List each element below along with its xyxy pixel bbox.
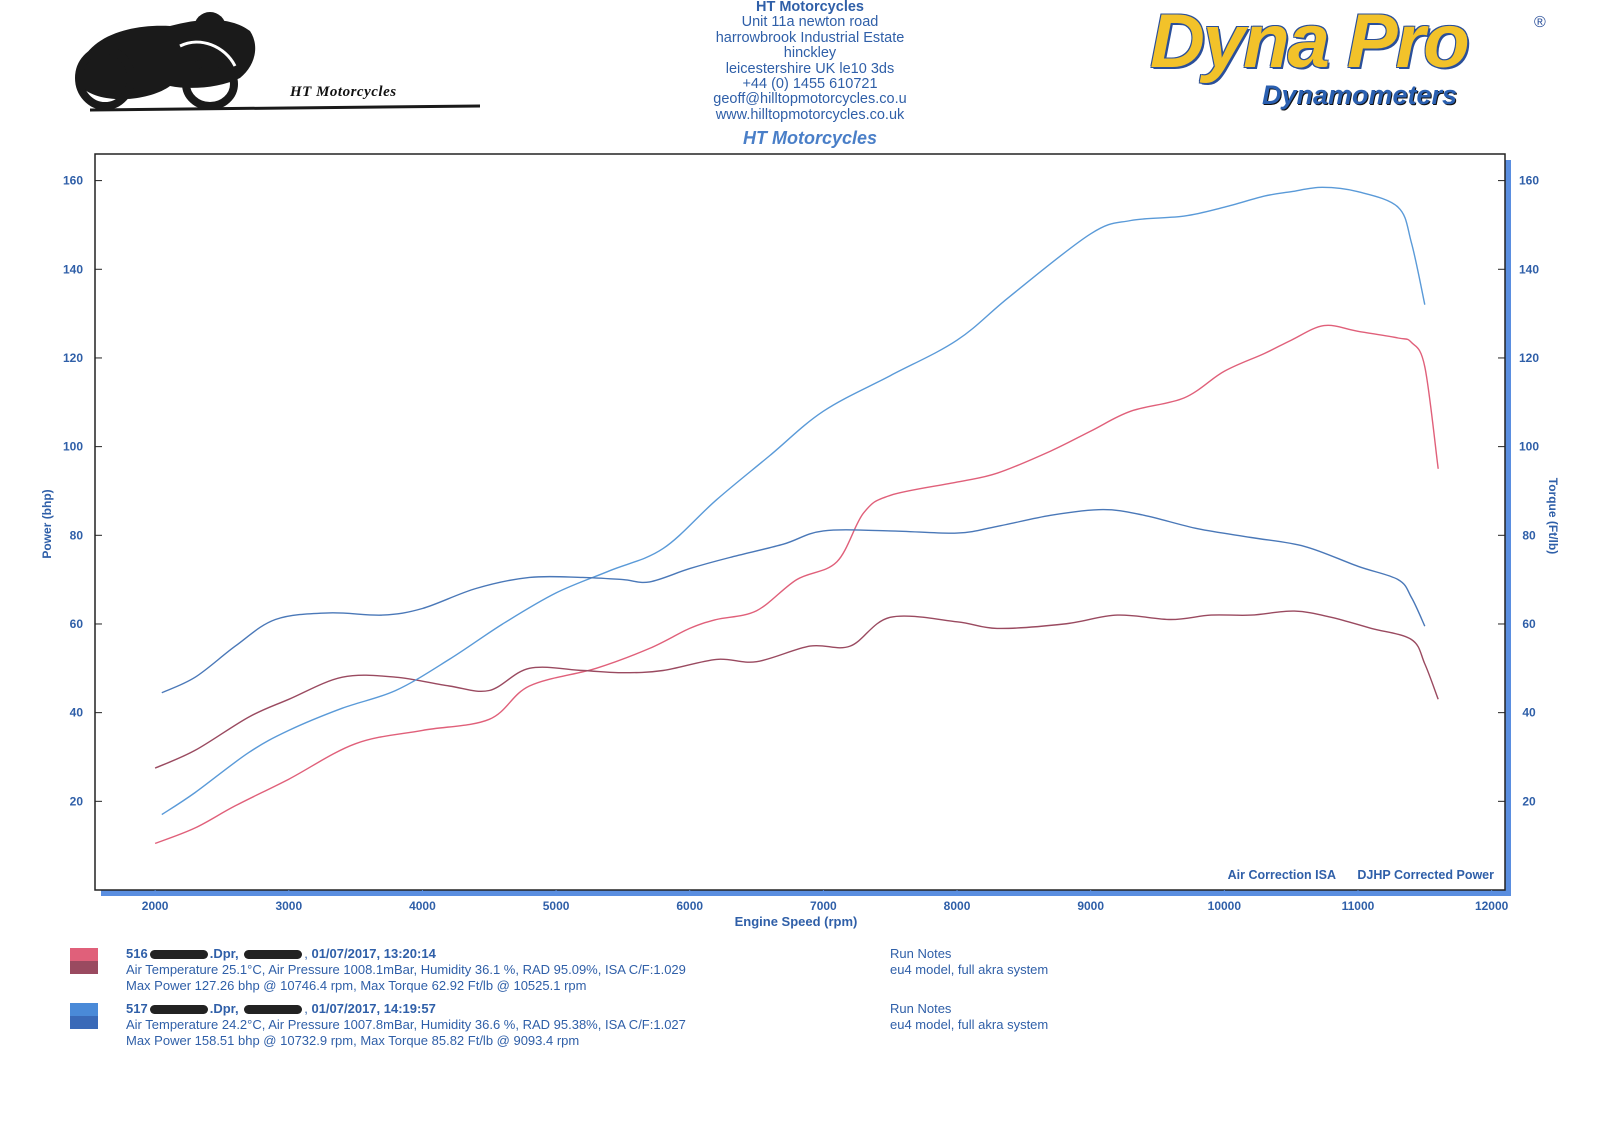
series-lines [154,186,1439,845]
y-axis-right: 20 40 60 80 100 120 140 160 [1498,174,1539,808]
run-conditions: Air Temperature 25.1°C, Air Pressure 100… [126,962,686,977]
registered-mark: ® [1534,14,1546,31]
x-tick-label: 10000 [1208,899,1242,913]
company-name: HT Motorcycles [756,0,864,15]
x-tick-label: 3000 [275,899,302,913]
y-axis-left: 20 40 60 80 100 120 140 160 [63,174,102,808]
run-swatch [70,1003,98,1029]
redacted-text [149,950,208,960]
run-max-values: Max Power 127.26 bhp @ 10746.4 rpm, Max … [126,978,587,993]
x-tick-label: 2000 [142,899,169,913]
torque-swatch [70,961,98,974]
x-tick-label: 7000 [810,899,837,913]
file-suffix: .Dpr, [209,946,239,961]
y2-tick-label: 120 [1519,351,1539,365]
y2-tick-label: 20 [1522,794,1536,808]
brand-name: Dyna Pro [1150,0,1470,84]
y-tick-label: 80 [70,528,84,542]
logo-caption: HT Motorcycles [290,84,397,100]
run-notes-text: eu4 model, full akra system [890,1017,1049,1032]
run-details: 517 .Dpr, , 01/07/2017, 14:19:57 Air Temp… [126,1001,686,1049]
ht-motorcycles-logo: HT Motorcycles [60,6,500,121]
address-line: leicestershire UK le10 3ds [725,60,895,77]
brand-subtitle: Dynamometers [1262,80,1458,110]
run-id: 516 [126,946,148,961]
y-tick-label: 140 [63,262,83,276]
email-address: geoff@hilltopmotorcycles.co.u [713,91,907,108]
y2-tick-label: 140 [1519,262,1539,276]
x-tick-label: 6000 [676,899,703,913]
x-tick-label: 4000 [409,899,436,913]
y2-axis-label: Torque (Ft/lb) [1546,478,1560,554]
y2-tick-label: 100 [1519,440,1539,454]
x-tick-label: 9000 [1077,899,1104,913]
series-line-517-torque [161,508,1426,694]
dynapro-logo: Dyna Pro ® Dynamometers [1150,0,1570,119]
series-line-517-power [161,186,1426,816]
x-tick-label: 8000 [944,899,971,913]
y-tick-label: 160 [63,174,83,188]
run-notes-title: Run Notes [890,946,952,961]
y-tick-label: 120 [63,351,83,365]
annotation-air-correction: Air Correction ISA [1228,868,1336,882]
run-details: 516 .Dpr, , 01/07/2017, 13:20:14 Air Temp… [126,946,686,994]
redacted-text [244,950,303,960]
y2-tick-label: 80 [1522,528,1536,542]
power-swatch [70,948,98,961]
y2-tick-label: 40 [1522,706,1536,720]
run-swatch [70,948,98,974]
run-title: 517 .Dpr, , 01/07/2017, 14:19:57 [126,1001,436,1016]
address-line: harrowbrook Industrial Estate [715,29,905,46]
run-notes: Run Notes eu4 model, full akra system [890,1001,1048,1033]
run-max-values: Max Power 158.51 bhp @ 10732.9 rpm, Max … [126,1033,580,1048]
y-axis-label: Power (bhp) [40,489,54,558]
phone-number: +44 (0) 1455 610721 [742,76,878,93]
y-tick-label: 60 [70,617,84,631]
series-line-516-power [154,324,1439,845]
plot-area [94,153,1506,891]
redacted-text [244,1005,303,1015]
y-tick-label: 40 [70,706,84,720]
y-tick-label: 100 [63,440,83,454]
x-axis: 2000 3000 4000 5000 6000 7000 8000 9000 10000 110… [142,890,1509,913]
run-title: 516 .Dpr, , 01/07/2017, 13:20:14 [126,946,436,961]
address-line: hinckley [783,45,837,62]
run-datetime: 01/07/2017, 13:20:14 [311,946,436,961]
x-tick-label: 5000 [543,899,570,913]
x-axis-label: Engine Speed (rpm) [735,914,858,929]
motorcycle-rider-icon [75,12,481,112]
redacted-text [149,1005,208,1015]
y-tick-label: 20 [70,794,84,808]
torque-swatch [70,1016,98,1029]
run-conditions: Air Temperature 24.2°C, Air Pressure 100… [126,1017,686,1032]
run-id: 517 [126,1001,148,1016]
run-datetime: 01/07/2017, 14:19:57 [311,1001,436,1016]
x-tick-label: 11000 [1342,899,1375,913]
y2-tick-label: 160 [1519,174,1539,188]
run-notes-title: Run Notes [890,1001,952,1016]
file-suffix: .Dpr, [209,1001,239,1016]
run-notes-text: eu4 model, full akra system [890,962,1049,977]
x-tick-label: 12000 [1475,899,1509,913]
website-address: www.hilltopmotorcycles.co.uk [715,106,905,123]
series-line-516-torque [154,610,1439,769]
run-notes: Run Notes eu4 model, full akra system [890,946,1048,978]
chart-subtitle: HT Motorcycles [742,128,878,148]
power-swatch [70,1003,98,1016]
y2-tick-label: 60 [1522,617,1536,631]
address-line: Unit 11a newton road [741,14,879,31]
annotation-corrected-power: DJHP Corrected Power [1357,868,1494,882]
dealer-address: HT Motorcycles Unit 11a newton road harr… [640,0,980,123]
